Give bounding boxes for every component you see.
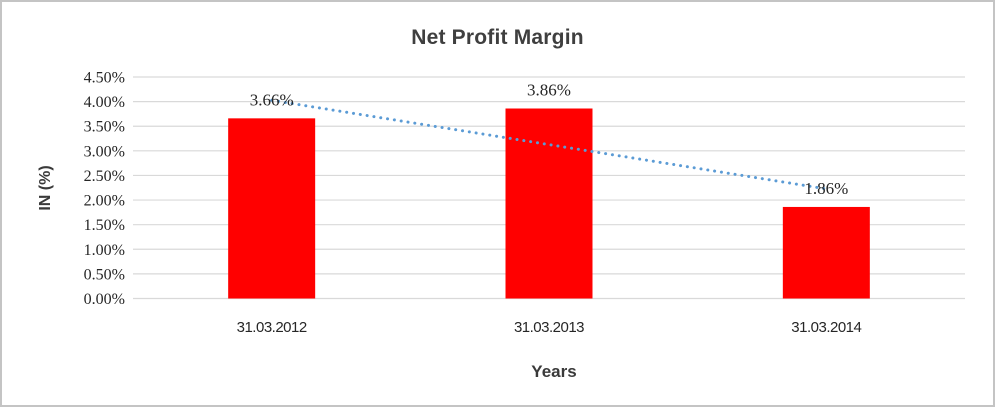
y-tick-label: 1.50% xyxy=(84,217,125,234)
x-category-label: 31.03.2014 xyxy=(791,319,861,336)
x-category-label: 31.03.2013 xyxy=(514,319,584,336)
bar-data-label: 1.86% xyxy=(804,179,848,198)
y-tick-label: 4.50% xyxy=(84,70,125,87)
y-tick-label: 3.00% xyxy=(84,143,125,160)
bar-data-label: 3.86% xyxy=(527,81,571,100)
y-tick-label: 0.00% xyxy=(84,291,125,308)
y-tick-label: 3.50% xyxy=(84,119,125,136)
x-axis-title: Years xyxy=(531,362,577,381)
y-tick-label: 2.00% xyxy=(84,193,125,210)
y-tick-label: 2.50% xyxy=(84,168,125,185)
bar xyxy=(782,206,870,299)
x-category-label: 31.03.2012 xyxy=(237,319,307,336)
bar-data-label: 3.66% xyxy=(250,90,294,109)
y-tick-label: 0.50% xyxy=(84,266,125,283)
y-tick-label: 4.00% xyxy=(84,94,125,111)
y-tick-label: 1.00% xyxy=(84,242,125,259)
bar xyxy=(228,118,316,299)
trend-line xyxy=(270,98,828,191)
bar xyxy=(505,108,593,299)
chart-title: Net Profit Margin xyxy=(411,26,584,49)
